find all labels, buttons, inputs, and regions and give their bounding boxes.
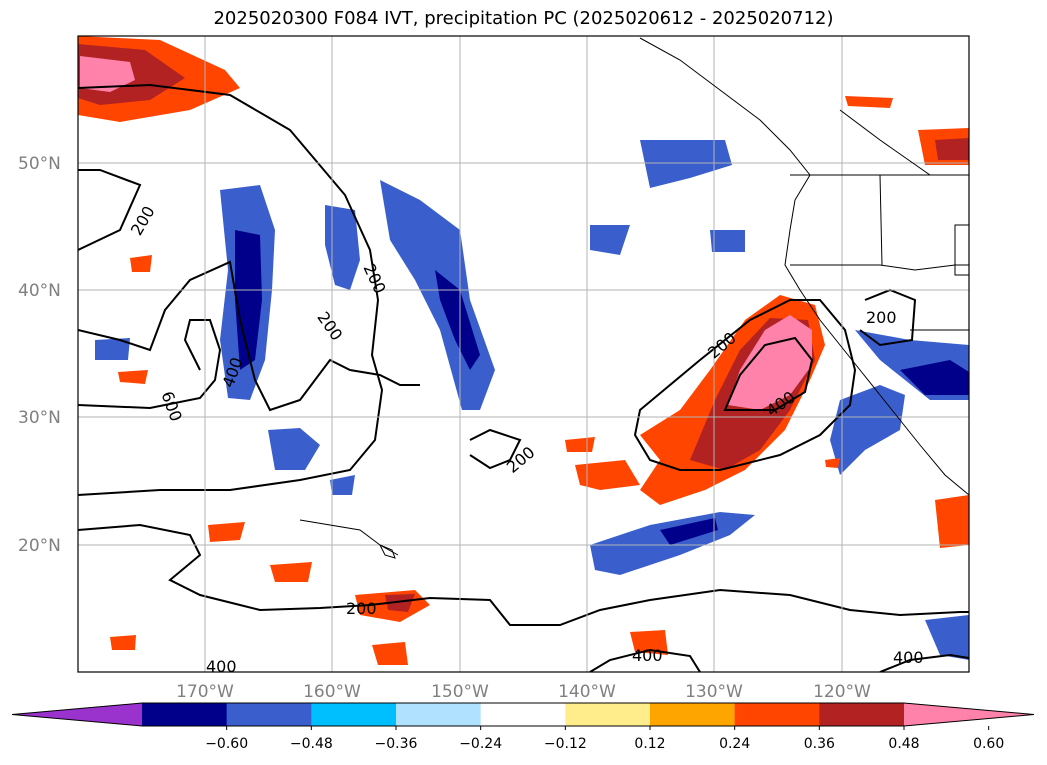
ivt-contour-line [879, 653, 969, 672]
positive-precip-region [208, 522, 245, 542]
lat-label: 50°N [18, 154, 61, 174]
negative-precip-core [235, 230, 262, 370]
ivt-contour-line [78, 83, 384, 496]
colorbar-extend-min [12, 703, 142, 726]
lon-label: 140°W [558, 682, 616, 702]
colorbar-segment [396, 703, 482, 726]
contour-label: 200 [346, 599, 377, 618]
colorbar-tick-label: −0.24 [459, 736, 502, 752]
ivt-contour-line [78, 319, 222, 410]
positive-precip-region [845, 96, 893, 108]
contour-label: 200 [866, 308, 897, 327]
positive-precip-region [118, 370, 148, 384]
negative-precip-region [268, 428, 320, 470]
colorbar-tick-label: −0.48 [290, 736, 333, 752]
positive-precip-core [385, 594, 415, 612]
positive-precip-region [130, 255, 152, 272]
positive-precip-peak [80, 56, 135, 92]
longitude-labels: 170°W 160°W 150°W 140°W 130°W 120°W [176, 682, 871, 702]
contour-label: 400 [632, 646, 663, 665]
colorbar-segment [142, 703, 228, 726]
lon-label: 150°W [431, 682, 489, 702]
colorbar-extend-max [904, 703, 1034, 726]
lat-label: 20°N [18, 536, 61, 556]
positive-precip-region [935, 495, 969, 548]
colorbar-tick-label: 0.24 [719, 736, 750, 752]
lon-label: 170°W [176, 682, 234, 702]
negative-precip-region [95, 338, 130, 360]
negative-precip-region [325, 205, 360, 290]
contour-label: 400 [206, 657, 237, 676]
lon-label: 120°W [813, 682, 871, 702]
colorbar-segment [480, 703, 566, 726]
colorbar-segment [565, 703, 651, 726]
negative-precip-region [640, 140, 732, 188]
colorbar: −0.60 −0.48 −0.36 −0.24 −0.12 0.12 0.24 0.36 0.4… [11, 702, 1035, 752]
negative-precip-core [660, 518, 718, 545]
colorbar-tick-label: 0.12 [634, 736, 665, 752]
negative-precip-core [435, 270, 480, 370]
positive-precip-region [110, 635, 136, 650]
positive-precip-region [270, 562, 312, 582]
negative-precip-region [330, 475, 355, 495]
negative-precip-region [925, 615, 969, 660]
colorbar-tick-label: 0.36 [804, 736, 835, 752]
positive-precip-region [630, 630, 668, 655]
graticule [78, 36, 969, 672]
colorbar-segment [311, 703, 397, 726]
ivt-contour-line [723, 336, 814, 411]
colorbar-outline [11, 702, 1035, 727]
colorbar-tick-label: 0.60 [973, 736, 1004, 752]
lon-label: 160°W [303, 682, 361, 702]
ivt-contour-line [469, 428, 522, 470]
colorbar-segment [226, 703, 312, 726]
colorbar-tick-label: −0.60 [205, 736, 248, 752]
positive-precip-region [372, 642, 408, 665]
colorbar-tick-label: −0.12 [544, 736, 587, 752]
colorbar-tick-label: −0.36 [375, 736, 418, 752]
map-frame [77, 35, 970, 673]
ivt-contour-line [78, 169, 142, 251]
ivt-contour-line [589, 648, 701, 672]
map-area [78, 36, 969, 672]
negative-precip-core [900, 360, 969, 395]
colorbar-segment [734, 703, 820, 726]
lat-label: 40°N [18, 281, 61, 301]
lon-label: 130°W [685, 682, 743, 702]
lat-label: 30°N [18, 408, 61, 428]
positive-precip-region [825, 458, 840, 468]
contour-label: 400 [893, 648, 924, 667]
colorbar-segment [819, 703, 905, 726]
ivt-contour-line [78, 260, 420, 412]
precipitation-fields [78, 36, 969, 665]
positive-precip-region [575, 460, 640, 490]
latitude-labels: 50°N 40°N 30°N 20°N [18, 154, 61, 556]
positive-precip-core [935, 138, 969, 160]
negative-precip-region [710, 230, 745, 252]
ivt-contour-line [859, 288, 917, 347]
colorbar-tick-label: 0.48 [888, 736, 919, 752]
colorbar-segment [650, 703, 736, 726]
ivt-contour-line [633, 299, 857, 471]
coastlines [299, 37, 969, 559]
map-title: 2025020300 F084 IVT, precipitation PC (2… [213, 8, 834, 29]
negative-precip-region [590, 225, 630, 255]
